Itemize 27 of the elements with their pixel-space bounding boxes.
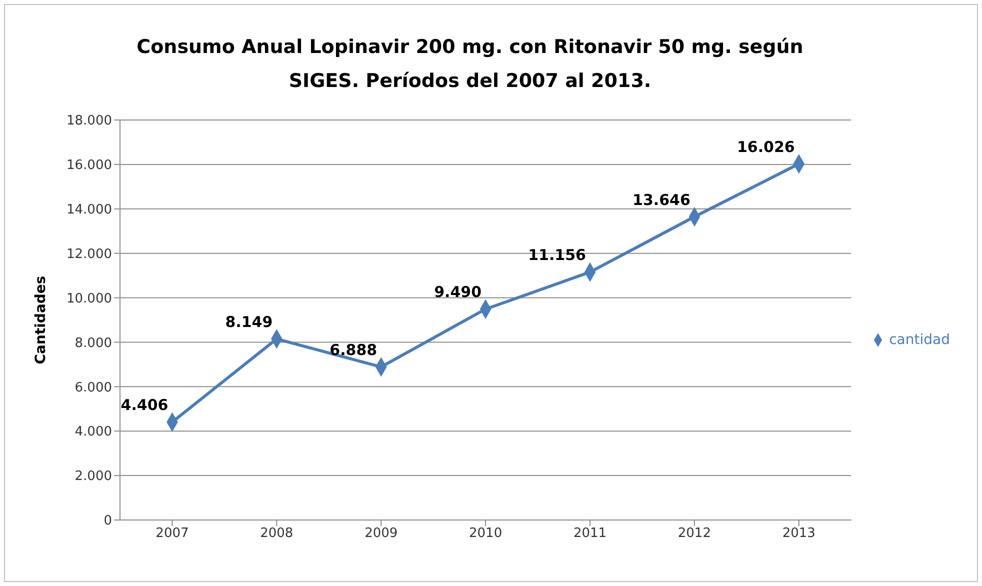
y-tick-label: 10.000 (66, 291, 112, 306)
data-label: 6.888 (330, 340, 378, 359)
x-tick-label: 2010 (469, 526, 502, 542)
y-tick-label: 8.000 (74, 336, 112, 351)
data-label: 8.149 (225, 312, 273, 331)
x-tick-label: 2012 (678, 526, 711, 542)
y-tick-label: 14.000 (66, 202, 112, 218)
data-label: 13.646 (632, 190, 690, 209)
x-tick-label: 2007 (156, 526, 189, 542)
y-tick-label: 0 (104, 514, 112, 529)
y-tick-label: 6.000 (74, 380, 112, 396)
y-tick-label: 12.000 (66, 246, 112, 262)
legend-label: cantidad (889, 332, 950, 348)
x-tick-label: 2009 (364, 526, 398, 542)
data-label: 16.026 (736, 138, 795, 156)
x-tick-label: 2013 (782, 526, 816, 542)
data-label: 9.490 (434, 283, 482, 302)
y-tick-label: 4.000 (74, 424, 112, 440)
data-label: 4.406 (120, 396, 168, 414)
data-label: 11.156 (528, 246, 586, 264)
x-tick-label: 2008 (260, 526, 294, 542)
chart-title: Consumo Anual Lopinavir 200 mg. con Ritonavir 50 mg. según SIGES. Períodos del 2007 al 2013. (136, 35, 804, 94)
y-tick-label: 16.000 (66, 158, 112, 174)
y-tick-label: 18.000 (66, 114, 112, 129)
x-tick-label: 2011 (573, 526, 607, 542)
y-tick-label: 2.000 (74, 469, 112, 484)
y-axis-title: Cantidades (32, 276, 49, 364)
